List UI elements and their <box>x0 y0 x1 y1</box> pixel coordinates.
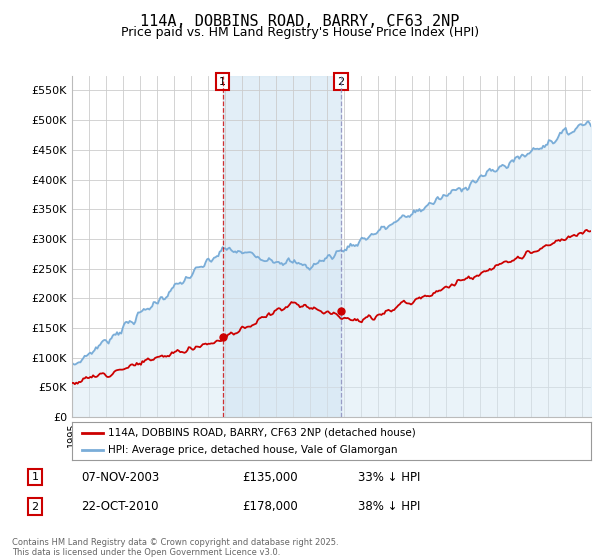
Text: 38% ↓ HPI: 38% ↓ HPI <box>358 500 420 514</box>
Text: 1: 1 <box>32 472 38 482</box>
Text: 22-OCT-2010: 22-OCT-2010 <box>81 500 158 514</box>
Text: £178,000: £178,000 <box>242 500 298 514</box>
Text: 114A, DOBBINS ROAD, BARRY, CF63 2NP (detached house): 114A, DOBBINS ROAD, BARRY, CF63 2NP (det… <box>109 427 416 437</box>
Text: 33% ↓ HPI: 33% ↓ HPI <box>358 470 420 484</box>
Text: 2: 2 <box>337 77 344 87</box>
Text: 114A, DOBBINS ROAD, BARRY, CF63 2NP: 114A, DOBBINS ROAD, BARRY, CF63 2NP <box>140 14 460 29</box>
Text: 2: 2 <box>31 502 38 512</box>
Bar <box>223 76 341 417</box>
Text: £135,000: £135,000 <box>242 470 298 484</box>
Text: Price paid vs. HM Land Registry's House Price Index (HPI): Price paid vs. HM Land Registry's House … <box>121 26 479 39</box>
Text: 1: 1 <box>219 77 226 87</box>
Text: Contains HM Land Registry data © Crown copyright and database right 2025.
This d: Contains HM Land Registry data © Crown c… <box>12 538 338 557</box>
Text: 07-NOV-2003: 07-NOV-2003 <box>81 470 160 484</box>
Text: HPI: Average price, detached house, Vale of Glamorgan: HPI: Average price, detached house, Vale… <box>109 445 398 455</box>
